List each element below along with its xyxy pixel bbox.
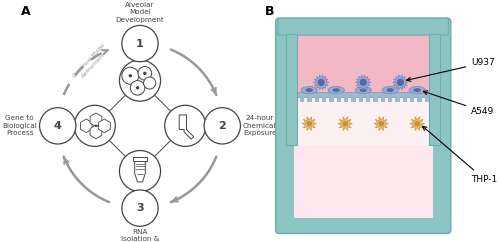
Circle shape: [360, 79, 367, 86]
Text: Gene to
Biological
Process: Gene to Biological Process: [2, 115, 37, 136]
Text: Alveolar
Model
Development: Alveolar Model Development: [116, 2, 164, 23]
Circle shape: [128, 74, 132, 77]
Polygon shape: [374, 117, 388, 131]
Text: 24-hour
Chemical
Exposure: 24-hour Chemical Exposure: [243, 115, 276, 136]
Bar: [300, 97, 304, 102]
Polygon shape: [338, 117, 352, 131]
Text: Continual Model
Refinement: Continual Model Refinement: [72, 43, 110, 83]
Circle shape: [120, 60, 160, 101]
Bar: [337, 97, 341, 102]
Circle shape: [74, 105, 116, 146]
Bar: [294, 55, 433, 218]
Text: 4: 4: [54, 121, 62, 131]
Ellipse shape: [386, 88, 394, 92]
Bar: [297, 92, 429, 97]
Polygon shape: [134, 160, 145, 182]
Circle shape: [130, 81, 145, 95]
Text: U937: U937: [406, 58, 495, 81]
Polygon shape: [314, 75, 329, 90]
Ellipse shape: [414, 88, 421, 92]
FancyBboxPatch shape: [276, 18, 451, 234]
Bar: [366, 97, 370, 102]
Text: RNA
Isolation &
Sequencing: RNA Isolation & Sequencing: [119, 229, 161, 242]
Circle shape: [143, 72, 146, 75]
Bar: [410, 97, 414, 102]
Circle shape: [136, 86, 140, 90]
Circle shape: [378, 121, 384, 127]
Circle shape: [122, 67, 139, 84]
Circle shape: [397, 79, 404, 86]
Circle shape: [342, 121, 348, 127]
Text: B: B: [265, 5, 274, 18]
Text: 2: 2: [218, 121, 226, 131]
Bar: [322, 97, 326, 102]
Bar: [396, 97, 400, 102]
Bar: [403, 97, 407, 102]
Circle shape: [40, 108, 76, 144]
Bar: [286, 34, 297, 145]
Circle shape: [138, 67, 151, 80]
Circle shape: [122, 190, 158, 226]
Text: THP-1: THP-1: [422, 126, 498, 184]
Bar: [330, 97, 334, 102]
Circle shape: [306, 121, 312, 127]
Ellipse shape: [328, 86, 344, 94]
Bar: [352, 97, 356, 102]
Bar: [418, 97, 422, 102]
Bar: [294, 26, 433, 55]
Polygon shape: [356, 75, 371, 90]
Circle shape: [318, 79, 325, 86]
Bar: [133, 157, 147, 161]
Bar: [297, 34, 429, 97]
Ellipse shape: [332, 88, 340, 92]
Text: 3: 3: [136, 203, 144, 213]
Circle shape: [144, 77, 156, 89]
Bar: [344, 97, 348, 102]
Circle shape: [164, 105, 206, 146]
Bar: [308, 97, 312, 102]
Circle shape: [204, 108, 240, 144]
Circle shape: [122, 25, 158, 62]
Bar: [381, 97, 385, 102]
Polygon shape: [179, 115, 194, 139]
Bar: [359, 97, 363, 102]
FancyBboxPatch shape: [278, 18, 448, 35]
Polygon shape: [392, 75, 408, 90]
Text: A549: A549: [424, 91, 494, 116]
Ellipse shape: [360, 88, 367, 92]
Text: A: A: [22, 5, 31, 18]
Ellipse shape: [306, 88, 313, 92]
Bar: [297, 97, 429, 145]
Ellipse shape: [382, 86, 398, 94]
Bar: [429, 34, 440, 145]
Bar: [315, 97, 319, 102]
Polygon shape: [410, 117, 424, 131]
Ellipse shape: [355, 86, 372, 94]
Circle shape: [120, 151, 160, 192]
Circle shape: [94, 125, 97, 127]
Bar: [374, 97, 378, 102]
Ellipse shape: [409, 86, 426, 94]
Bar: [425, 97, 429, 102]
Polygon shape: [302, 117, 316, 131]
Bar: [388, 97, 392, 102]
Circle shape: [414, 121, 420, 127]
Ellipse shape: [301, 86, 318, 94]
Text: 1: 1: [136, 38, 144, 49]
